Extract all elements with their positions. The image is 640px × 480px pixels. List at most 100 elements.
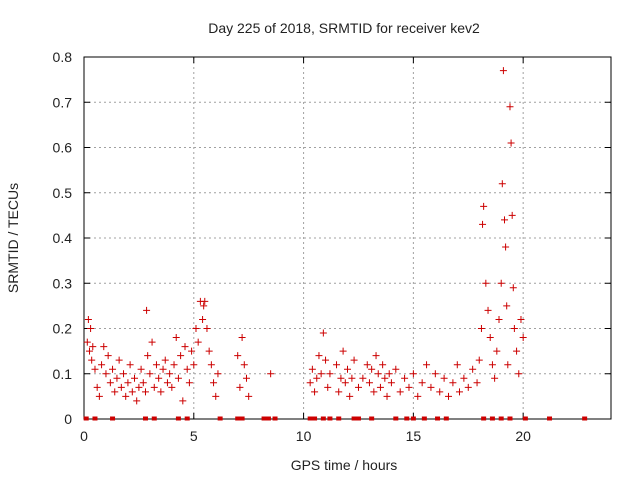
baseline-marker bbox=[410, 416, 416, 421]
data-point bbox=[95, 392, 103, 400]
data-point bbox=[453, 361, 461, 369]
data-point bbox=[431, 370, 439, 378]
baseline-marker bbox=[435, 416, 441, 421]
data-point bbox=[212, 392, 220, 400]
data-point bbox=[333, 361, 341, 369]
data-point bbox=[267, 370, 275, 378]
data-point bbox=[93, 383, 101, 391]
data-point bbox=[365, 379, 373, 387]
data-point bbox=[319, 329, 327, 337]
data-point bbox=[396, 388, 404, 396]
data-point bbox=[498, 180, 506, 188]
baseline-marker bbox=[184, 416, 190, 421]
baseline-marker bbox=[142, 416, 148, 421]
data-point bbox=[146, 370, 154, 378]
data-point bbox=[392, 365, 400, 373]
baseline-marker bbox=[320, 416, 326, 421]
data-point bbox=[376, 383, 384, 391]
data-point bbox=[486, 334, 494, 342]
data-point bbox=[363, 361, 371, 369]
data-point bbox=[89, 343, 97, 351]
data-point bbox=[159, 365, 167, 373]
data-point bbox=[509, 284, 517, 292]
data-point bbox=[423, 361, 431, 369]
data-point bbox=[122, 392, 130, 400]
baseline-marker bbox=[393, 416, 399, 421]
data-point bbox=[83, 338, 91, 346]
baseline-marker bbox=[261, 416, 267, 421]
data-point bbox=[317, 370, 325, 378]
baseline-marker bbox=[312, 416, 318, 421]
y-tick-label: 0 bbox=[64, 411, 72, 427]
baseline-marker bbox=[83, 416, 89, 421]
data-point bbox=[190, 361, 198, 369]
data-point bbox=[210, 379, 218, 387]
data-point bbox=[504, 361, 512, 369]
data-point bbox=[324, 383, 332, 391]
data-point bbox=[185, 379, 193, 387]
data-point bbox=[409, 370, 417, 378]
data-point bbox=[354, 383, 362, 391]
data-point bbox=[501, 216, 509, 224]
data-point bbox=[91, 365, 99, 373]
y-tick-label: 0.1 bbox=[53, 366, 73, 382]
data-point bbox=[507, 139, 515, 147]
data-point bbox=[113, 374, 121, 382]
data-point bbox=[131, 374, 139, 382]
data-point bbox=[455, 388, 463, 396]
data-point bbox=[475, 356, 483, 364]
data-point bbox=[109, 365, 117, 373]
data-point bbox=[405, 383, 413, 391]
data-point bbox=[141, 388, 149, 396]
plot-frame bbox=[83, 56, 612, 420]
baseline-marker bbox=[336, 416, 342, 421]
data-point bbox=[183, 365, 191, 373]
data-point bbox=[385, 370, 393, 378]
data-point bbox=[493, 347, 501, 355]
data-point bbox=[313, 374, 321, 382]
data-point bbox=[502, 243, 510, 251]
data-point bbox=[87, 325, 95, 332]
y-tick-label: 0.6 bbox=[53, 140, 73, 156]
baseline-marker bbox=[351, 416, 357, 421]
data-point bbox=[240, 361, 248, 369]
data-point bbox=[152, 361, 160, 369]
data-point bbox=[85, 347, 93, 355]
data-point bbox=[464, 383, 472, 391]
data-point bbox=[135, 383, 143, 391]
data-point bbox=[337, 374, 345, 382]
data-point bbox=[499, 67, 507, 75]
data-point bbox=[503, 302, 511, 310]
data-point bbox=[104, 352, 112, 360]
data-point bbox=[341, 379, 349, 387]
data-point bbox=[359, 374, 367, 382]
data-point bbox=[372, 352, 380, 360]
data-point bbox=[460, 374, 468, 382]
data-point bbox=[172, 334, 180, 342]
data-point bbox=[440, 374, 448, 382]
data-point bbox=[144, 352, 152, 360]
data-point bbox=[513, 347, 521, 355]
baseline-marker bbox=[265, 416, 271, 421]
baseline-marker bbox=[498, 416, 504, 421]
y-tick-label: 0.5 bbox=[53, 185, 73, 201]
data-point bbox=[161, 356, 169, 364]
data-point bbox=[506, 103, 514, 111]
axis-ticks bbox=[83, 56, 611, 420]
data-point bbox=[179, 397, 187, 405]
data-point bbox=[194, 338, 202, 346]
data-point bbox=[150, 383, 158, 391]
baseline-marker bbox=[327, 416, 333, 421]
data-point bbox=[115, 356, 123, 364]
data-point bbox=[510, 325, 518, 332]
data-point bbox=[245, 392, 253, 400]
data-point bbox=[234, 352, 242, 360]
data-point bbox=[348, 374, 356, 382]
data-point bbox=[170, 361, 178, 369]
x-axis-label: GPS time / hours bbox=[291, 457, 398, 473]
baseline-marker bbox=[217, 416, 223, 421]
data-point bbox=[203, 325, 211, 332]
data-point bbox=[350, 356, 358, 364]
data-point bbox=[181, 343, 189, 351]
